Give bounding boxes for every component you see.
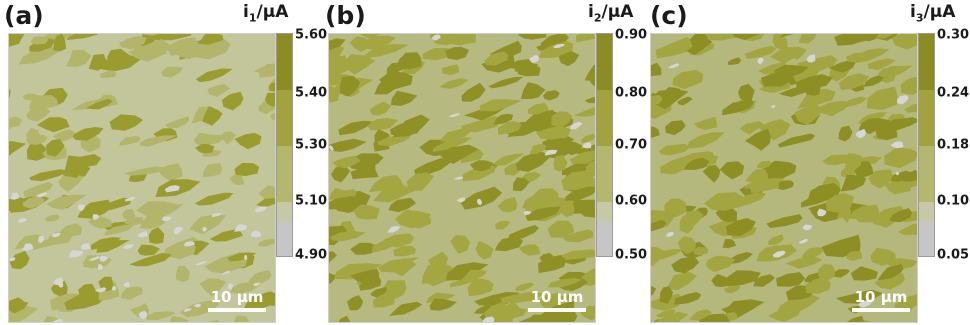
colorbar-band (597, 146, 612, 202)
colorbar-ticks: 0.90 0.80 0.70 0.60 0.50 (615, 28, 655, 263)
colorbar-tick: 0.18 (937, 137, 970, 153)
colorbar-tick: 4.90 (295, 247, 328, 263)
colorbar-unit: i2/μA (588, 2, 634, 25)
scale-bar-line (208, 308, 266, 312)
current-map-image (651, 34, 917, 322)
current-map-image (9, 34, 275, 322)
panel-label: (c) (650, 1, 688, 30)
colorbar-band (919, 202, 934, 256)
colorbar-tick: 0.70 (615, 137, 648, 153)
colorbar-unit: i1/μA (243, 2, 289, 25)
panel-label: (a) (4, 1, 44, 30)
current-map (650, 33, 918, 323)
colorbar-tick: 0.30 (937, 27, 970, 43)
colorbar-band (277, 34, 292, 90)
current-map-image (329, 34, 595, 322)
current-map (8, 33, 276, 323)
colorbar (918, 33, 935, 257)
colorbar-tick: 5.60 (295, 27, 328, 43)
scale-bar: 10 μm (208, 290, 266, 312)
scale-bar-label: 10 μm (210, 288, 264, 306)
colorbar-band (277, 90, 292, 146)
colorbar-band (919, 34, 934, 90)
scale-bar: 10 μm (528, 290, 586, 312)
colorbar-band (277, 146, 292, 202)
colorbar-ticks: 0.30 0.24 0.18 0.10 0.05 (937, 28, 970, 263)
colorbar-band (277, 202, 292, 256)
colorbar-tick: 0.50 (615, 247, 648, 263)
colorbar-unit: i3/μA (910, 2, 956, 25)
colorbar-band (597, 90, 612, 146)
colorbar-band (597, 202, 612, 256)
colorbar-tick: 0.80 (615, 85, 648, 101)
panel-c: (c) 10 μm i3/μA 0.30 0.24 0.18 0.10 0.05 (646, 0, 969, 325)
colorbar (276, 33, 293, 257)
scale-bar-line (852, 308, 910, 312)
colorbar (596, 33, 613, 257)
colorbar-tick: 0.60 (615, 193, 648, 209)
colorbar-band (597, 34, 612, 90)
colorbar-band (919, 90, 934, 146)
colorbar-tick: 0.24 (937, 85, 970, 101)
colorbar-tick: 0.90 (615, 27, 648, 43)
scale-bar: 10 μm (852, 290, 910, 312)
colorbar-tick: 0.05 (937, 247, 970, 263)
colorbar-ticks: 5.60 5.40 5.30 5.10 4.90 (295, 28, 335, 263)
colorbar-tick: 5.10 (295, 193, 328, 209)
colorbar-tick: 5.40 (295, 85, 328, 101)
colorbar-tick: 5.30 (295, 137, 328, 153)
scale-bar-line (528, 308, 586, 312)
panel-a: (a) 10 μm i1/μA 5.60 5.40 5.30 5.10 4.90 (0, 0, 327, 325)
panel-b: (b) 10 μm i2/μA 0.90 0.80 0.70 0.60 0.50 (323, 0, 647, 325)
scale-bar-label: 10 μm (530, 288, 584, 306)
panel-label: (b) (325, 1, 366, 30)
scale-bar-label: 10 μm (854, 288, 908, 306)
colorbar-band (919, 146, 934, 202)
colorbar-tick: 0.10 (937, 193, 970, 209)
current-map (328, 33, 596, 323)
